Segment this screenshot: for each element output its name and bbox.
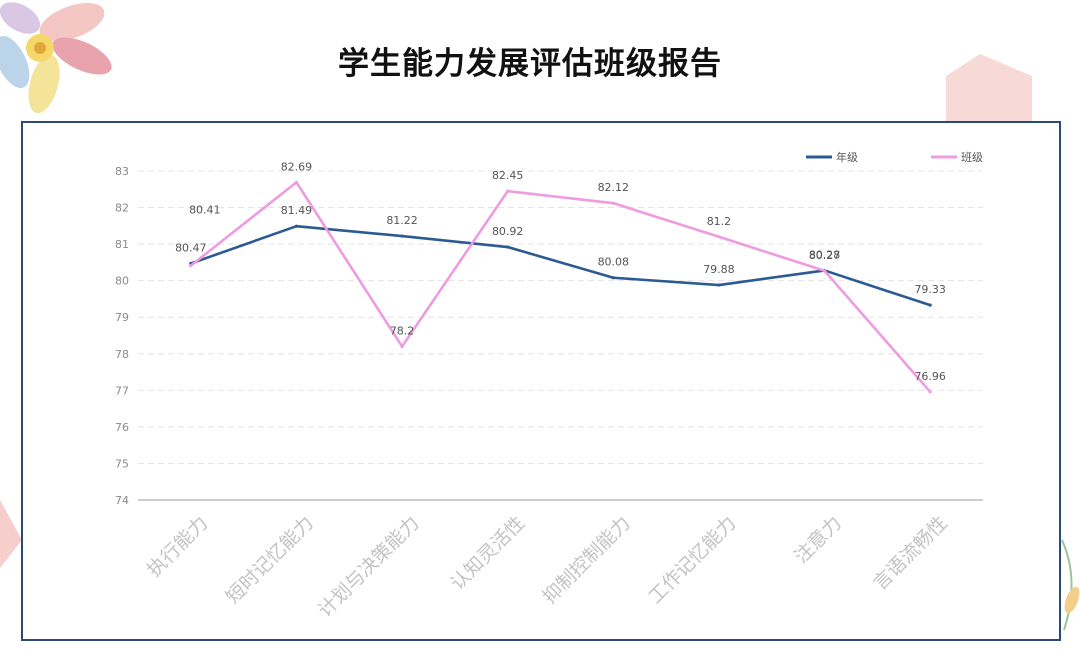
y-tick-label: 77 <box>115 384 129 397</box>
y-tick-label: 83 <box>115 165 129 178</box>
y-tick-label: 79 <box>115 311 129 324</box>
legend-label: 班级 <box>961 151 983 164</box>
y-tick-label: 82 <box>115 202 129 215</box>
data-point <box>189 264 193 268</box>
data-label: 78.2 <box>390 324 415 337</box>
series-line-class <box>190 181 932 393</box>
data-label: 80.92 <box>492 225 524 238</box>
data-point <box>506 189 510 193</box>
data-label: 79.88 <box>703 263 735 276</box>
x-category-label: 注意力 <box>790 512 846 568</box>
x-category-label: 计划与决策能力 <box>314 512 424 622</box>
y-tick-label: 74 <box>115 494 129 507</box>
x-category-label: 认知灵活性 <box>446 512 529 595</box>
data-point <box>506 245 510 249</box>
data-label: 80.28 <box>809 248 841 261</box>
data-point <box>717 283 721 287</box>
data-label: 82.45 <box>492 169 524 182</box>
x-category-label: 言语流畅性 <box>869 512 952 595</box>
data-point <box>294 180 299 184</box>
legend-label: 年级 <box>836 150 858 164</box>
flower-decoration <box>0 2 112 114</box>
petal-decoration <box>0 500 22 568</box>
hexagon-decoration <box>946 54 1032 134</box>
data-point <box>928 390 932 394</box>
y-tick-label: 81 <box>115 238 129 251</box>
y-tick-label: 80 <box>115 275 129 288</box>
data-point <box>717 235 721 239</box>
data-label: 81.2 <box>707 215 732 228</box>
x-category-label: 执行能力 <box>143 512 212 581</box>
data-label: 81.22 <box>386 214 418 227</box>
leaf-decoration <box>1061 540 1080 631</box>
data-label: 81.49 <box>281 204 313 217</box>
page-title: 学生能力发展评估班级报告 <box>338 46 722 82</box>
data-point <box>822 269 827 273</box>
data-point <box>400 344 404 349</box>
data-point <box>611 276 615 280</box>
x-category-label: 抑制控制能力 <box>539 512 635 608</box>
data-point <box>294 224 299 228</box>
data-point <box>400 234 404 238</box>
y-tick-label: 78 <box>115 348 129 361</box>
data-label: 82.12 <box>598 181 630 194</box>
data-point <box>611 201 615 205</box>
x-category-label: 短时记忆能力 <box>222 512 318 608</box>
data-point <box>928 303 932 307</box>
data-label: 76.96 <box>914 370 946 383</box>
x-category-label: 工作记忆能力 <box>644 512 740 608</box>
data-label: 80.41 <box>189 204 221 217</box>
y-tick-label: 76 <box>115 421 129 434</box>
data-label: 80.47 <box>175 241 207 254</box>
data-label: 80.27 <box>809 249 841 262</box>
y-tick-label: 75 <box>115 457 129 470</box>
series-line-grade <box>190 224 931 307</box>
data-label: 79.33 <box>914 283 946 296</box>
data-label: 80.08 <box>598 256 630 269</box>
chart-frame: 74 75 76 77 78 79 80 81 82 83 执行能力 短时记忆能力 计划与决策能力 认知灵… <box>21 121 1061 641</box>
data-label: 82.69 <box>281 160 313 173</box>
